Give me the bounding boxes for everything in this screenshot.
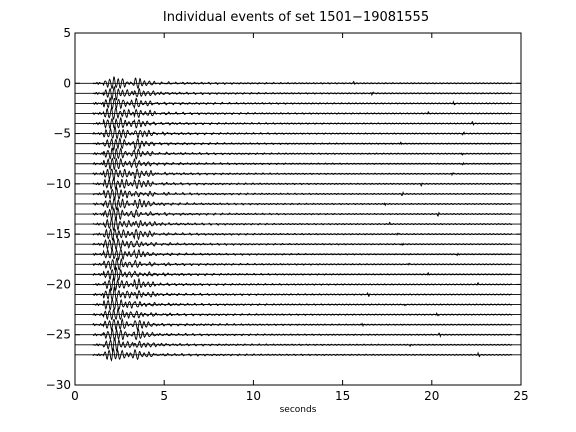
y-tick-label: −5 [53,127,71,141]
y-tick-label: 0 [63,76,71,90]
x-axis-label: seconds [280,405,317,415]
event-trace [92,346,513,362]
x-tick-label: 15 [335,389,350,403]
y-tick-label: −20 [46,277,71,291]
plot-area [74,32,522,386]
chart-title: Individual events of set 1501−19081555 [163,10,429,25]
x-tick-label: 25 [513,389,528,403]
x-tick-label: 20 [424,389,439,403]
y-tick-label: −10 [46,177,71,191]
x-tick-label: 5 [160,389,168,403]
y-axis: 5 0 −5 −10 −15 −20 −25 −30 [46,26,521,392]
y-tick-label: 5 [63,26,71,40]
y-tick-label: −30 [46,378,71,392]
event-traces [75,76,521,362]
event-trace [92,266,513,282]
y-tick-label: −25 [46,328,71,342]
x-tick-label: 10 [246,389,261,403]
x-tick-label: 0 [71,389,79,403]
x-axis: 0 5 10 15 20 25 [71,33,529,403]
y-tick-label: −15 [46,227,71,241]
